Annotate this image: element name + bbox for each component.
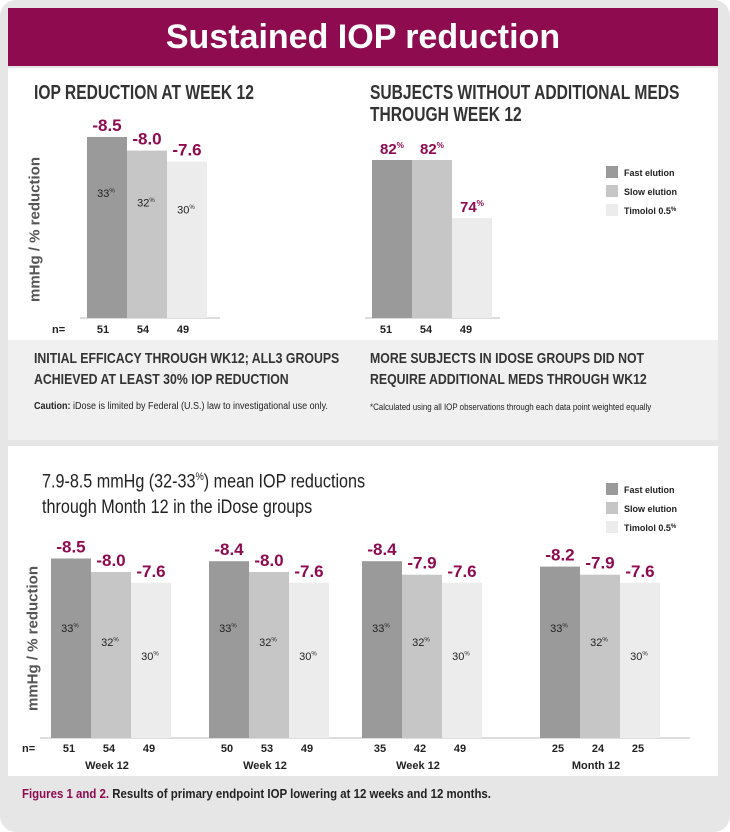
caution-note: Caution: iDose is limited by Federal (U.… [34,401,328,412]
fig2-percent-label: 32% [101,637,119,649]
fig2-bar [289,582,329,738]
figure1-summary-panel [8,340,718,440]
fig1-right-n-value: 54 [420,324,433,336]
fig1-left-heading: IOP REDUCTION AT WEEK 12 [34,82,254,104]
fig2-legend-label: Timolol 0.5% [624,523,677,533]
fig2-bar [51,558,91,738]
fig2-bar [209,561,249,738]
fig2-bar [131,582,171,738]
fig2-value-label: -8.4 [367,540,397,559]
fig2-value-label: -8.5 [56,538,85,557]
fig1-left-n-label: n= [52,324,65,336]
fig1-right-value-label: 82% [380,141,405,158]
fig2-value-label: -8.2 [545,546,574,565]
fig1-legend-label: Slow elution [624,187,677,197]
fig2-value-label: -8.0 [254,551,283,570]
fig1-right-heading: SUBJECTS WITHOUT ADDITIONAL MEDS THROUGH… [370,82,680,126]
fig1-right-bar [372,160,412,318]
fig2-percent-label: 32% [590,637,608,649]
fig2-legend-swatch [606,483,618,495]
fig1-left-summary: INITIAL EFFICACY THROUGH WK12; ALL3 GROU… [34,350,340,388]
fig1-left-value-label: -7.6 [172,141,201,160]
fig2-percent-label: 32% [259,637,277,649]
fig1-right-n-value: 49 [460,324,472,336]
fig2-group-label: Week 12 [85,760,129,772]
fig1-left-n-value: 51 [97,324,109,336]
fig1-left-n-value: 54 [137,324,150,336]
fig2-n-value: 54 [103,743,116,755]
fig2-n-label: n= [22,743,35,755]
fig1-right-bar [412,160,452,318]
fig2-legend-swatch [606,521,618,533]
fig1-left-bar [167,161,207,318]
fig1-legend-swatch [606,166,618,178]
fig1-right-value-label: 82% [420,141,445,158]
fig2-group-label: Week 12 [243,760,287,772]
fig2-value-label: -7.6 [447,562,476,581]
fig1-legend-swatch [606,204,618,216]
footnote: *Calculated using all IOP observations t… [370,402,652,412]
fig2-group-label: Month 12 [572,760,620,772]
fig2-value-label: -8.4 [214,540,244,559]
fig2-value-label: -7.9 [407,554,436,573]
fig2-value-label: -7.6 [136,562,165,581]
fig2-bar [442,582,482,738]
fig2-bar [580,574,620,738]
fig1-left-n-value: 49 [177,324,189,336]
fig1-left-bar [127,150,167,318]
fig2-percent-label: 30% [630,651,648,663]
fig2-n-value: 25 [552,743,564,755]
fig2-title: 7.9-8.5 mmHg (32-33%) mean IOP reduction… [42,471,366,519]
fig2-n-value: 50 [221,743,233,755]
fig1-left-value-label: -8.0 [132,130,161,149]
fig2-value-label: -8.0 [96,551,125,570]
fig2-percent-label: 33% [61,623,79,635]
fig2-bar [91,572,131,738]
fig2-bar [540,566,580,738]
fig2-value-label: -7.6 [294,562,323,581]
fig1-legend-label: Fast elution [624,168,675,178]
fig1-right-summary: MORE SUBJECTS IN IDOSE GROUPS DID NOT RE… [370,350,647,388]
fig2-legend-label: Slow elution [624,504,677,514]
figure-caption: Figures 1 and 2. Results of primary endp… [22,786,491,801]
banner-title: Sustained IOP reduction [8,8,718,66]
fig2-percent-label: 32% [412,637,430,649]
fig1-left-percent-label: 33% [97,188,115,200]
fig1-right-value-label: 74% [460,199,485,216]
fig2-percent-label: 30% [141,651,159,663]
fig2-percent-label: 33% [372,623,390,635]
fig2-percent-label: 33% [550,623,568,635]
fig1-right-bar [452,218,492,318]
fig2-n-value: 49 [454,743,466,755]
fig2-n-value: 35 [374,743,386,755]
fig1-left-percent-label: 30% [177,205,195,217]
fig2-n-value: 53 [261,743,273,755]
fig2-bar [249,572,289,738]
fig1-left-percent-label: 32% [137,198,155,210]
fig2-bar [362,561,402,738]
fig2-n-value: 49 [301,743,313,755]
fig2-percent-label: 30% [452,651,470,663]
fig1-legend-label: Timolol 0.5% [624,206,677,216]
fig2-n-value: 42 [414,743,426,755]
fig2-value-label: -7.9 [585,554,614,573]
fig2-percent-label: 33% [219,623,237,635]
fig2-n-value: 51 [63,743,75,755]
fig2-percent-label: 30% [299,651,317,663]
fig1-legend-swatch [606,185,618,197]
fig2-group-label: Week 12 [396,760,440,772]
fig2-bar [402,574,442,738]
fig1-right-n-value: 51 [380,324,392,336]
fig2-n-value: 24 [592,743,605,755]
fig2-value-label: -7.6 [625,562,654,581]
fig1-left-value-label: -8.5 [92,116,121,135]
fig2-legend-swatch [606,502,618,514]
fig2-legend-label: Fast elution [624,485,675,495]
fig2-n-value: 49 [143,743,155,755]
fig1-left-bar [87,136,127,318]
fig2-bar [620,582,660,738]
fig2-n-value: 25 [632,743,644,755]
